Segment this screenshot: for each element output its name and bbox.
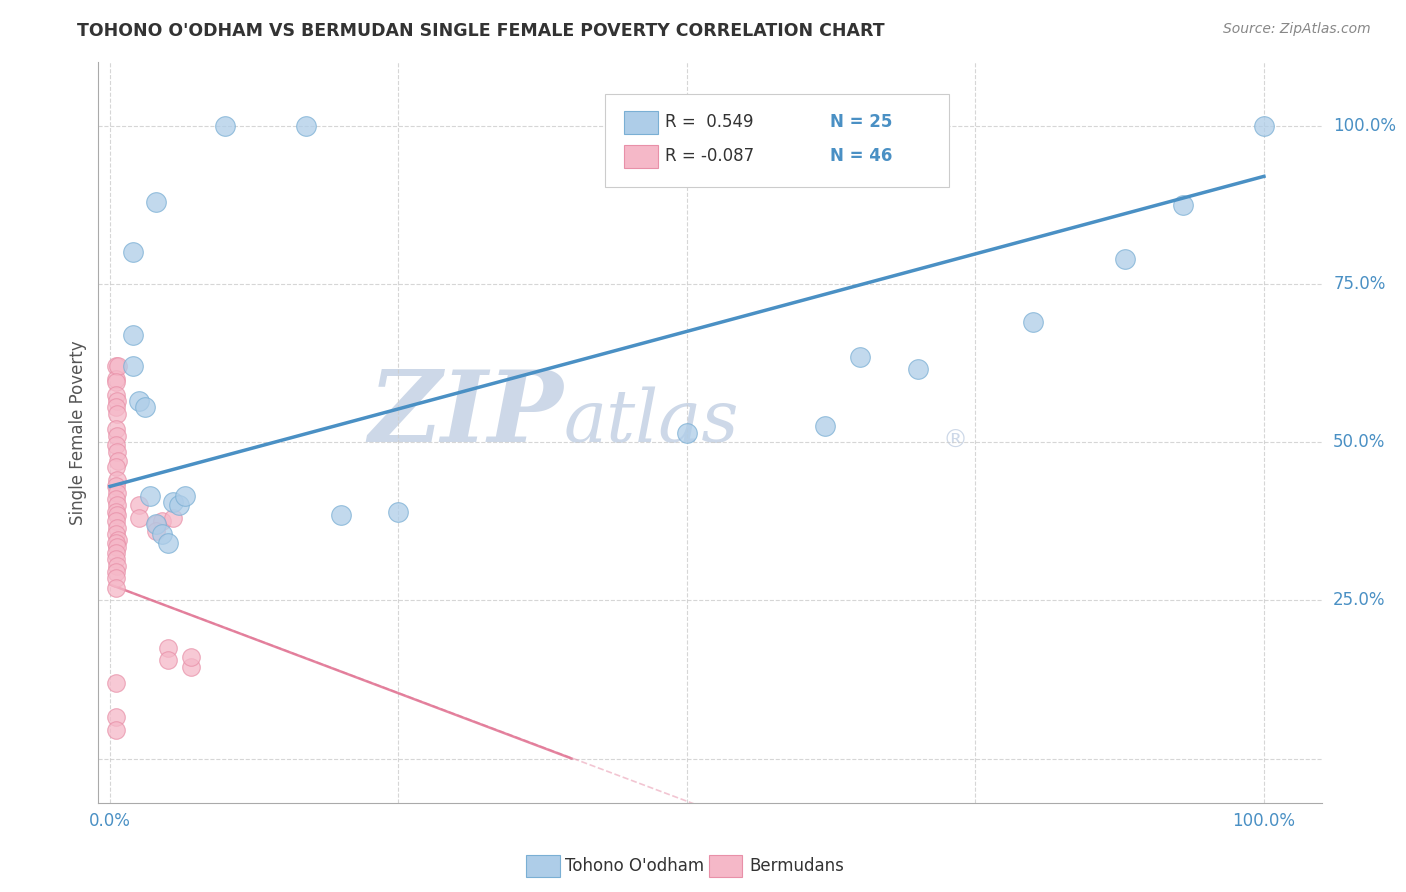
Text: 100.0%: 100.0% (1233, 813, 1295, 830)
Point (104, 710, 127, 724)
Point (676, 425, 699, 440)
Point (104, 359, 127, 374)
Point (104, 552, 127, 566)
Point (1114, 252, 1136, 266)
Point (107, 454, 129, 468)
Point (145, 524, 167, 538)
Point (104, 546, 127, 560)
Point (134, 401, 156, 415)
Point (105, 394, 128, 409)
Point (145, 517, 167, 532)
Point (128, 394, 150, 409)
Point (104, 401, 127, 415)
Point (104, 491, 127, 506)
Point (105, 444, 128, 458)
Y-axis label: Single Female Poverty: Single Female Poverty (69, 341, 87, 524)
Point (105, 485, 128, 500)
Point (104, 565, 127, 579)
Point (162, 511, 184, 525)
Point (104, 536, 127, 550)
Point (104, 479, 127, 493)
Point (167, 499, 190, 513)
Point (180, 650, 202, 665)
Point (104, 387, 127, 401)
Text: Tohono O'odham: Tohono O'odham (565, 857, 704, 875)
Point (907, 362, 929, 376)
Text: N = 25: N = 25 (830, 113, 891, 131)
Point (104, 514, 127, 528)
Point (105, 407, 128, 421)
Text: R = -0.087: R = -0.087 (665, 147, 754, 165)
Point (214, 119, 236, 133)
Point (156, 536, 179, 550)
Point (122, 359, 145, 374)
Point (174, 489, 197, 503)
Point (150, 514, 173, 528)
Point (104, 438, 127, 452)
Point (107, 533, 129, 548)
Point (105, 473, 128, 487)
Point (105, 540, 128, 554)
Text: TOHONO O'ODHAM VS BERMUDAN SINGLE FEMALE POVERTY CORRELATION CHART: TOHONO O'ODHAM VS BERMUDAN SINGLE FEMALE… (77, 22, 884, 40)
Point (145, 517, 167, 532)
Text: 50.0%: 50.0% (1333, 434, 1385, 451)
Point (329, 508, 352, 522)
Point (814, 419, 837, 434)
Text: ZIP: ZIP (368, 366, 564, 462)
Point (104, 422, 127, 436)
Text: N = 46: N = 46 (830, 147, 891, 165)
Text: R =  0.549: R = 0.549 (665, 113, 754, 131)
Point (295, 119, 318, 133)
Point (105, 429, 128, 443)
Point (104, 372, 127, 386)
Point (122, 327, 145, 342)
Point (105, 520, 128, 534)
Point (156, 653, 179, 667)
Point (150, 527, 173, 541)
Point (104, 505, 127, 519)
Point (387, 505, 409, 519)
Point (104, 375, 127, 389)
Point (105, 499, 128, 513)
Point (128, 499, 150, 513)
Text: atlas: atlas (564, 386, 738, 457)
Text: Bermudans: Bermudans (749, 857, 844, 875)
Text: 75.0%: 75.0% (1333, 275, 1385, 293)
Point (105, 508, 128, 522)
Point (107, 359, 129, 374)
Text: ®: ® (942, 429, 967, 453)
Point (1022, 315, 1045, 329)
Point (104, 581, 127, 595)
Point (105, 558, 128, 573)
Text: 25.0%: 25.0% (1333, 591, 1386, 609)
Point (156, 640, 179, 655)
Point (122, 245, 145, 260)
Point (180, 659, 202, 673)
Point (849, 350, 872, 364)
Text: 0.0%: 0.0% (89, 813, 131, 830)
Point (1253, 119, 1275, 133)
Point (104, 675, 127, 690)
Point (1173, 198, 1195, 212)
Point (162, 495, 184, 509)
Point (104, 723, 127, 737)
Point (104, 527, 127, 541)
Point (145, 194, 167, 209)
Point (104, 571, 127, 585)
Text: Source: ZipAtlas.com: Source: ZipAtlas.com (1223, 22, 1371, 37)
Text: 100.0%: 100.0% (1333, 117, 1396, 135)
Point (128, 511, 150, 525)
Point (139, 489, 162, 503)
Point (104, 460, 127, 475)
